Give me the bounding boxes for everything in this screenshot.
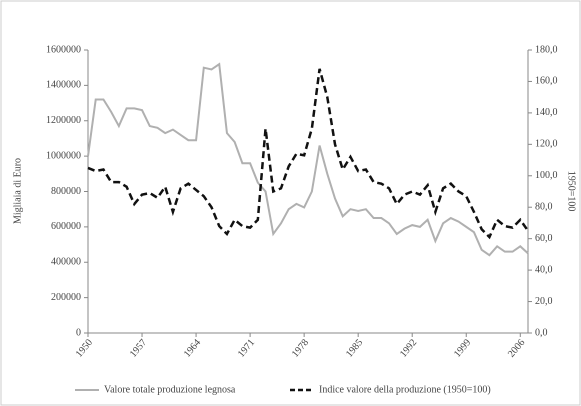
y-tick-label: 1400000 — [46, 80, 81, 91]
y2-axis-label: 1950=100 — [566, 171, 577, 212]
legend-label: Indice valore della produzione (1950=100… — [319, 384, 491, 395]
y-tick-label: 200000 — [51, 292, 81, 303]
y-tick-label: 1600000 — [46, 44, 81, 55]
y-tick-label: 400000 — [51, 257, 81, 268]
legend-label: Valore totale produzione legnosa — [104, 384, 236, 395]
y2-tick-label: 0,0 — [535, 327, 548, 338]
y2-tick-label: 160,0 — [535, 76, 558, 87]
y2-tick-label: 20,0 — [535, 296, 553, 307]
y-tick-label: 0 — [76, 327, 81, 338]
y2-tick-label: 180,0 — [535, 44, 558, 55]
y-axis-label: Migliaia di Euro — [12, 158, 23, 224]
y-tick-label: 800000 — [51, 186, 81, 197]
y-tick-label: 1200000 — [46, 115, 81, 126]
y2-tick-label: 40,0 — [535, 264, 553, 275]
y-tick-label: 600000 — [51, 221, 81, 232]
y2-tick-label: 140,0 — [535, 107, 558, 118]
line-series — [87, 68, 530, 240]
y2-tick-label: 100,0 — [535, 170, 558, 181]
y2-tick-label: 60,0 — [535, 233, 553, 244]
line-series — [87, 62, 529, 257]
y-tick-label: 1000000 — [46, 150, 81, 161]
y2-tick-label: 120,0 — [535, 139, 558, 150]
y2-tick-label: 80,0 — [535, 202, 553, 213]
